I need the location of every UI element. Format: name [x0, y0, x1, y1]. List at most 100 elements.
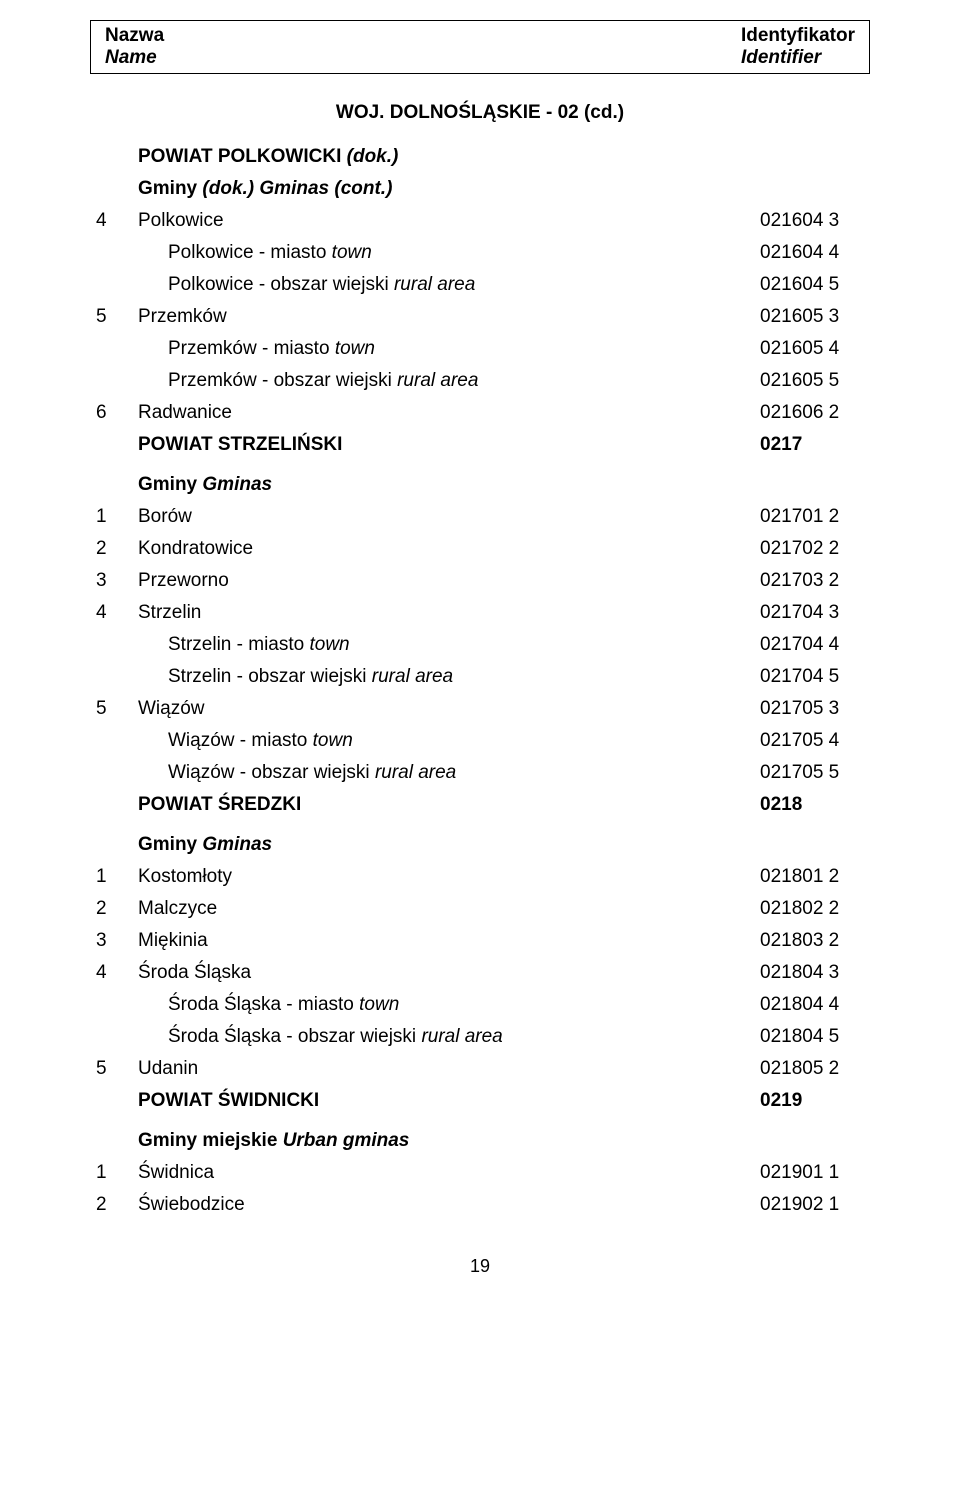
- polkowice-rural-italic: rural area: [394, 274, 475, 295]
- powiat-sredzki-id: 0218: [760, 794, 870, 816]
- polkowice-town-text: Polkowice - miasto: [168, 242, 332, 263]
- polkowice-name: Polkowice: [138, 210, 760, 232]
- udanin-num: 5: [90, 1058, 138, 1080]
- swiebodzice-row: 2 Świebodzice 021902 1: [90, 1194, 870, 1216]
- swidnica-id: 021901 1: [760, 1162, 870, 1184]
- header-identifier: Identifier: [741, 47, 855, 69]
- przemkow-rural-row: Przemków - obszar wiejski rural area 021…: [90, 370, 870, 392]
- gminy-dok-italic1: (dok.): [202, 178, 259, 199]
- radwanice-num: 6: [90, 402, 138, 424]
- swiebodzice-num: 2: [90, 1194, 138, 1216]
- strzelin-row: 4 Strzelin 021704 3: [90, 602, 870, 624]
- strzelin-rural-italic: rural area: [372, 666, 453, 687]
- powiat-sredzki-line: POWIAT ŚREDZKI 0218: [90, 794, 870, 816]
- polkowice-rural-label: Polkowice - obszar wiejski rural area: [138, 274, 760, 296]
- borow-name: Borów: [138, 506, 760, 528]
- udanin-name: Udanin: [138, 1058, 760, 1080]
- swidnica-name: Świdnica: [138, 1162, 760, 1184]
- sroda-rural-row: Środa Śląska - obszar wiejski rural area…: [90, 1026, 870, 1048]
- sroda-num: 4: [90, 962, 138, 984]
- radwanice-id: 021606 2: [760, 402, 870, 424]
- strzelin-rural-id: 021704 5: [760, 666, 870, 688]
- borow-row: 1 Borów 021701 2: [90, 506, 870, 528]
- przemkow-town-text: Przemków - miasto: [168, 338, 335, 359]
- swidnica-num: 1: [90, 1162, 138, 1184]
- powiat-strzelinski-label: POWIAT STRZELIŃSKI: [138, 434, 760, 456]
- strzelin-town-text: Strzelin - miasto: [168, 634, 309, 655]
- gminy2-line: Gminy Gminas: [90, 834, 870, 856]
- polkowice-num: 4: [90, 210, 138, 232]
- miekinia-row: 3 Miękinia 021803 2: [90, 930, 870, 952]
- przeworno-row: 3 Przeworno 021703 2: [90, 570, 870, 592]
- kondratowice-row: 2 Kondratowice 021702 2: [90, 538, 870, 560]
- przemkow-rural-label: Przemków - obszar wiejski rural area: [138, 370, 760, 392]
- przeworno-num: 3: [90, 570, 138, 592]
- strzelin-town-italic: town: [309, 634, 349, 655]
- powiat-polkowicki-line: POWIAT POLKOWICKI (dok.): [90, 146, 870, 168]
- przemkow-town-italic: town: [335, 338, 375, 359]
- polkowice-town-label: Polkowice - miasto town: [138, 242, 760, 264]
- miekinia-name: Miękinia: [138, 930, 760, 952]
- strzelin-rural-row: Strzelin - obszar wiejski rural area 021…: [90, 666, 870, 688]
- przeworno-id: 021703 2: [760, 570, 870, 592]
- header-left-col: Nazwa Name: [105, 25, 164, 69]
- header-right-col: Identyfikator Identifier: [741, 25, 855, 69]
- polkowice-row: 4 Polkowice 021604 3: [90, 210, 870, 232]
- gminy-dok-italic2: Gminas (cont.): [259, 178, 392, 199]
- powiat-sredzki-label: POWIAT ŚREDZKI: [138, 794, 760, 816]
- gminy-miejskie-italic: Urban gminas: [283, 1130, 410, 1151]
- strzelin-rural-text: Strzelin - obszar wiejski: [168, 666, 372, 687]
- radwanice-row: 6 Radwanice 021606 2: [90, 402, 870, 424]
- wiazow-town-label: Wiązów - miasto town: [138, 730, 760, 752]
- radwanice-name: Radwanice: [138, 402, 760, 424]
- gminy1-italic: Gminas: [202, 474, 272, 495]
- gminy-dok-line: Gminy (dok.) Gminas (cont.): [90, 178, 870, 200]
- powiat-strzelinski-line: POWIAT STRZELIŃSKI 0217: [90, 434, 870, 456]
- sroda-town-id: 021804 4: [760, 994, 870, 1016]
- przemkow-town-label: Przemków - miasto town: [138, 338, 760, 360]
- wiazow-rural-row: Wiązów - obszar wiejski rural area 02170…: [90, 762, 870, 784]
- header-identyfikator: Identyfikator: [741, 25, 855, 47]
- strzelin-town-id: 021704 4: [760, 634, 870, 656]
- kostomloty-num: 1: [90, 866, 138, 888]
- wiazow-id: 021705 3: [760, 698, 870, 720]
- wiazow-town-italic: town: [313, 730, 353, 751]
- polkowice-town-row: Polkowice - miasto town 021604 4: [90, 242, 870, 264]
- page-number: 19: [90, 1256, 870, 1277]
- strzelin-rural-label: Strzelin - obszar wiejski rural area: [138, 666, 760, 688]
- powiat-swidnicki-id: 0219: [760, 1090, 870, 1112]
- kondratowice-num: 2: [90, 538, 138, 560]
- wiazow-rural-id: 021705 5: [760, 762, 870, 784]
- powiat-polkowicki-label: POWIAT POLKOWICKI (dok.): [138, 146, 760, 168]
- kostomloty-name: Kostomłoty: [138, 866, 760, 888]
- borow-id: 021701 2: [760, 506, 870, 528]
- kondratowice-name: Kondratowice: [138, 538, 760, 560]
- miekinia-id: 021803 2: [760, 930, 870, 952]
- malczyce-id: 021802 2: [760, 898, 870, 920]
- strzelin-name: Strzelin: [138, 602, 760, 624]
- strzelin-town-label: Strzelin - miasto town: [138, 634, 760, 656]
- swidnica-row: 1 Świdnica 021901 1: [90, 1162, 870, 1184]
- sroda-row: 4 Środa Śląska 021804 3: [90, 962, 870, 984]
- polkowice-town-italic: town: [332, 242, 372, 263]
- kondratowice-id: 021702 2: [760, 538, 870, 560]
- gminy-miejskie-line: Gminy miejskie Urban gminas: [90, 1130, 870, 1152]
- gminy-dok-label: Gminy (dok.) Gminas (cont.): [138, 178, 760, 200]
- przemkow-town-id: 021605 4: [760, 338, 870, 360]
- przemkow-town-row: Przemków - miasto town 021605 4: [90, 338, 870, 360]
- header-name: Name: [105, 47, 164, 69]
- przemkow-rural-id: 021605 5: [760, 370, 870, 392]
- sroda-town-text: Środa Śląska - miasto: [168, 994, 359, 1015]
- wiazow-rural-label: Wiązów - obszar wiejski rural area: [138, 762, 760, 784]
- udanin-row: 5 Udanin 021805 2: [90, 1058, 870, 1080]
- przemkow-num: 5: [90, 306, 138, 328]
- malczyce-name: Malczyce: [138, 898, 760, 920]
- gminy2-label: Gminy Gminas: [138, 834, 760, 856]
- gminy1-label: Gminy Gminas: [138, 474, 760, 496]
- wiazow-num: 5: [90, 698, 138, 720]
- polkowice-rural-id: 021604 5: [760, 274, 870, 296]
- gminy1-normal: Gminy: [138, 474, 202, 495]
- gminy-miejskie-label: Gminy miejskie Urban gminas: [138, 1130, 760, 1152]
- wiazow-row: 5 Wiązów 021705 3: [90, 698, 870, 720]
- header-nazwa: Nazwa: [105, 25, 164, 47]
